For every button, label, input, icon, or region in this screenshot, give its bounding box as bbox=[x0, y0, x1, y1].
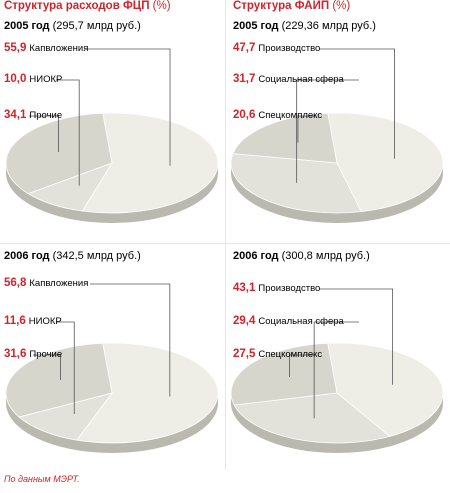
slice-label: 56,8 Капвложения bbox=[4, 277, 89, 289]
right-column-title: Структура ФАИП (%) bbox=[233, 0, 351, 12]
pie-rim bbox=[6, 163, 218, 223]
leader-line-3 bbox=[33, 354, 61, 381]
slice-label: 27,5 Спецкомплекс bbox=[233, 348, 323, 360]
pie-slice-1 bbox=[81, 112, 219, 214]
leader-line-1 bbox=[319, 288, 394, 385]
pie-slice-3 bbox=[232, 112, 338, 164]
leader-line-1 bbox=[319, 48, 395, 159]
panel-title: 2005 год (229,36 млрд руб.) bbox=[233, 20, 376, 32]
slice-label: 11,6 НИОКР bbox=[4, 315, 62, 327]
pie-slice-2 bbox=[230, 153, 362, 214]
vertical-divider bbox=[225, 0, 226, 470]
panel-title: 2006 год (300,8 млрд руб.) bbox=[233, 250, 370, 262]
slice-label: 20,6 Спецкомплекс bbox=[233, 109, 323, 121]
pie-rim bbox=[231, 393, 443, 453]
leader-line-2 bbox=[56, 321, 75, 414]
slice-label: 10,0 НИОКР bbox=[4, 73, 63, 85]
pie-panel-fcp-2006: 2006 год (342,5 млрд руб.) 56,8 Капвложен… bbox=[0, 248, 225, 478]
pie-slice-1 bbox=[327, 112, 444, 213]
leader-line-1 bbox=[90, 283, 171, 397]
pie-rim bbox=[231, 163, 443, 223]
pie-chart bbox=[230, 288, 444, 453]
slice-label: 31,6 Прочие bbox=[4, 348, 63, 360]
pie-slice-3 bbox=[5, 342, 113, 418]
pie-chart bbox=[230, 48, 444, 223]
pie-slice-3 bbox=[5, 112, 113, 195]
horizontal-divider bbox=[0, 243, 450, 244]
pie-slice-1 bbox=[75, 342, 219, 444]
leader-line-2 bbox=[56, 79, 80, 186]
panel-title: 2005 год (295,7 млрд руб.) bbox=[4, 20, 141, 32]
pie-chart bbox=[5, 283, 219, 453]
pie-panel-faip-2006: 2006 год (300,8 млрд руб.) 43,1 Производс… bbox=[225, 248, 450, 478]
leader-line-1 bbox=[86, 48, 171, 166]
panel-title: 2006 год (342,5 млрд руб.) bbox=[4, 250, 141, 262]
pie-slice-2 bbox=[18, 392, 114, 441]
pie-panel-fcp-2005: 2005 год (295,7 млрд руб.) 55,9 Капвложен… bbox=[0, 18, 225, 248]
leader-line-3 bbox=[29, 115, 59, 152]
source-note: По данным МЭРТ. bbox=[4, 474, 80, 484]
pie-slice-2 bbox=[233, 392, 391, 444]
pie-slice-3 bbox=[230, 342, 338, 406]
pie-slice-1 bbox=[327, 342, 444, 437]
slice-label: 31,7 Социальная сфера bbox=[233, 73, 344, 85]
leader-line-3 bbox=[289, 354, 315, 378]
slice-label: 55,9 Капвложения bbox=[4, 42, 89, 54]
leader-line-2 bbox=[313, 321, 359, 419]
slice-label: 47,7 Производство bbox=[233, 42, 321, 54]
pie-panel-faip-2005: 2005 год (229,36 млрд руб.) 47,7 Производ… bbox=[225, 18, 450, 248]
slice-label: 43,1 Производство bbox=[233, 282, 321, 294]
pie-chart bbox=[5, 48, 219, 223]
leader-line-2 bbox=[296, 79, 359, 183]
slice-label: 29,4 Социальная сфера bbox=[233, 315, 344, 327]
slice-label: 34,1 Прочие bbox=[4, 109, 63, 121]
pie-rim bbox=[6, 393, 218, 453]
left-column-title: Структура расходов ФЦП (%) bbox=[4, 0, 171, 12]
leader-line-3 bbox=[297, 115, 315, 143]
